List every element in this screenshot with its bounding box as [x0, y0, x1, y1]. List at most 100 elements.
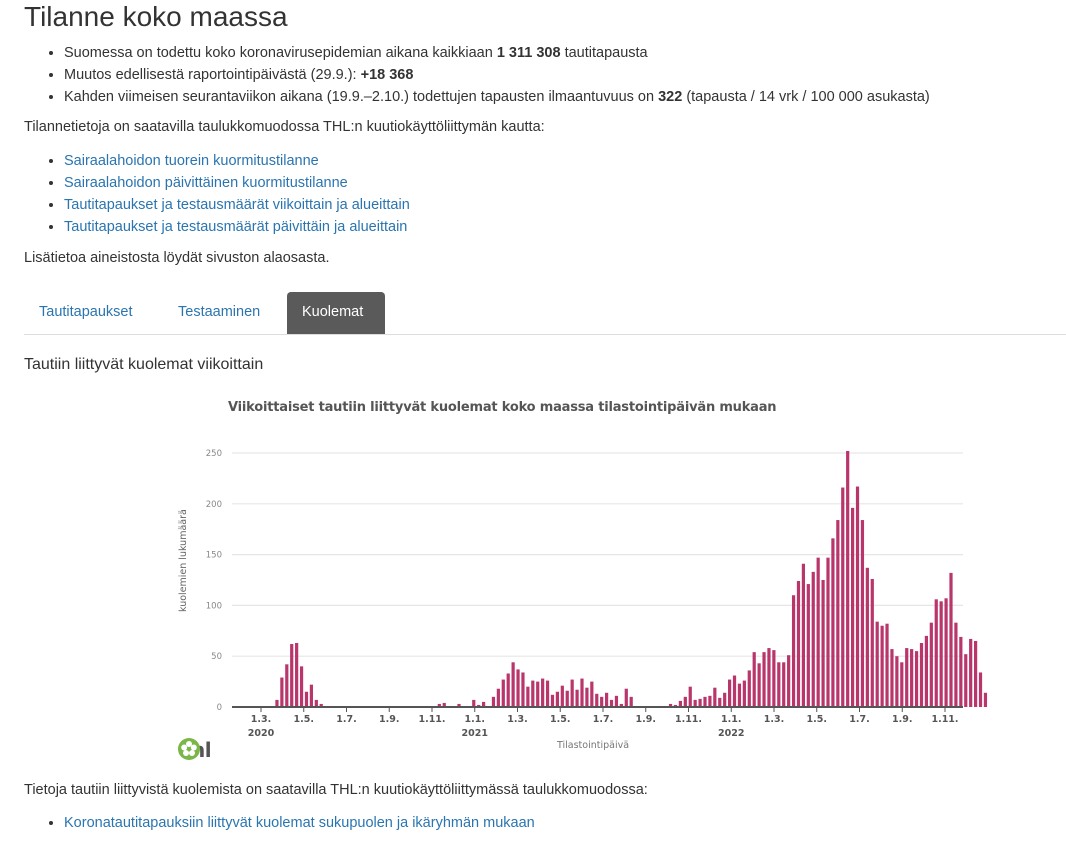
bar[interactable] — [319, 703, 323, 707]
bar[interactable] — [737, 683, 742, 707]
link-hospital-latest[interactable]: Sairaalahoidon tuorein kuormitustilanne — [64, 153, 319, 169]
bar[interactable] — [895, 656, 899, 707]
bar[interactable] — [983, 692, 988, 707]
bar[interactable] — [580, 678, 584, 707]
bar[interactable] — [713, 687, 717, 707]
bar[interactable] — [772, 650, 776, 707]
bar[interactable] — [885, 623, 889, 707]
bar[interactable] — [605, 692, 609, 707]
bar[interactable] — [796, 581, 801, 707]
bar[interactable] — [865, 567, 869, 707]
bar[interactable] — [728, 679, 732, 707]
bar[interactable] — [791, 595, 796, 707]
bar[interactable] — [280, 677, 284, 707]
bar[interactable] — [831, 538, 835, 707]
bar[interactable] — [974, 640, 978, 707]
bar[interactable] — [555, 691, 559, 707]
bar[interactable] — [752, 652, 756, 707]
bar[interactable] — [501, 679, 505, 707]
bar[interactable] — [742, 680, 746, 707]
bar[interactable] — [304, 691, 309, 707]
bar[interactable] — [723, 692, 727, 707]
bar[interactable] — [565, 690, 569, 707]
bar[interactable] — [531, 680, 535, 707]
bar[interactable] — [875, 621, 879, 707]
bar[interactable] — [560, 685, 564, 707]
bar[interactable] — [624, 688, 628, 707]
bar[interactable] — [442, 702, 446, 707]
bar[interactable] — [860, 520, 865, 707]
bar[interactable] — [309, 684, 313, 707]
bar[interactable] — [575, 689, 579, 707]
bar[interactable] — [880, 625, 884, 707]
tab-tautitapaukset[interactable]: Tautitapaukset — [39, 304, 133, 320]
bar[interactable] — [890, 649, 894, 707]
bar[interactable] — [703, 696, 707, 707]
bar[interactable] — [900, 662, 904, 707]
bar[interactable] — [929, 622, 933, 707]
bar[interactable] — [944, 598, 948, 707]
bar[interactable] — [851, 507, 855, 707]
bar[interactable] — [595, 693, 599, 707]
link-hospital-daily[interactable]: Sairaalahoidon päivittäinen kuormitustil… — [64, 175, 348, 191]
bar[interactable] — [314, 699, 318, 707]
bar[interactable] — [545, 680, 550, 707]
bar[interactable] — [870, 578, 874, 707]
bar[interactable] — [811, 571, 815, 707]
bar[interactable] — [295, 642, 299, 707]
bar[interactable] — [846, 450, 850, 707]
bar[interactable] — [939, 601, 943, 707]
bar[interactable] — [855, 486, 860, 707]
bar[interactable] — [506, 673, 510, 707]
bar[interactable] — [275, 699, 279, 707]
bar[interactable] — [718, 697, 722, 707]
bar[interactable] — [541, 678, 545, 707]
bar[interactable] — [787, 655, 791, 707]
bar[interactable] — [472, 699, 476, 707]
bar[interactable] — [777, 662, 781, 707]
link-cases-daily-regional[interactable]: Tautitapaukset ja testausmäärät päivittä… — [64, 219, 408, 235]
bar[interactable] — [826, 557, 830, 707]
bar[interactable] — [673, 704, 678, 707]
bar[interactable] — [905, 648, 909, 707]
bar[interactable] — [609, 699, 614, 707]
bar[interactable] — [816, 557, 820, 707]
bar[interactable] — [732, 675, 737, 707]
bar[interactable] — [285, 664, 289, 707]
bar[interactable] — [482, 701, 486, 707]
bar[interactable] — [526, 686, 530, 707]
bar[interactable] — [570, 679, 574, 707]
bar[interactable] — [536, 681, 540, 707]
bar[interactable] — [688, 686, 692, 707]
bar[interactable] — [668, 703, 673, 707]
bar[interactable] — [910, 649, 914, 707]
tab-testaaminen[interactable]: Testaaminen — [178, 304, 261, 320]
bar[interactable] — [767, 648, 771, 707]
tab-kuolemat[interactable]: Kuolemat — [287, 292, 385, 334]
bar[interactable] — [841, 487, 845, 707]
bar[interactable] — [290, 644, 294, 707]
bar[interactable] — [801, 563, 805, 707]
bar[interactable] — [806, 584, 810, 707]
bar[interactable] — [708, 695, 712, 707]
bar[interactable] — [949, 572, 953, 707]
bar[interactable] — [762, 652, 766, 707]
bar[interactable] — [585, 687, 589, 707]
bar[interactable] — [511, 662, 515, 707]
bar[interactable] — [683, 696, 687, 707]
bar[interactable] — [521, 672, 525, 707]
bar[interactable] — [693, 699, 697, 707]
bar[interactable] — [836, 520, 840, 707]
bar[interactable] — [299, 666, 304, 707]
bar[interactable] — [698, 698, 702, 707]
bar[interactable] — [590, 681, 594, 707]
bar[interactable] — [914, 651, 919, 707]
bar[interactable] — [516, 669, 520, 707]
bar[interactable] — [782, 662, 786, 707]
bar[interactable] — [964, 654, 968, 707]
bar[interactable] — [934, 599, 938, 707]
link-cases-weekly-regional[interactable]: Tautitapaukset ja testausmäärät viikoitt… — [64, 197, 410, 213]
bar[interactable] — [919, 642, 924, 707]
bar[interactable] — [821, 580, 825, 707]
bar[interactable] — [629, 696, 633, 707]
